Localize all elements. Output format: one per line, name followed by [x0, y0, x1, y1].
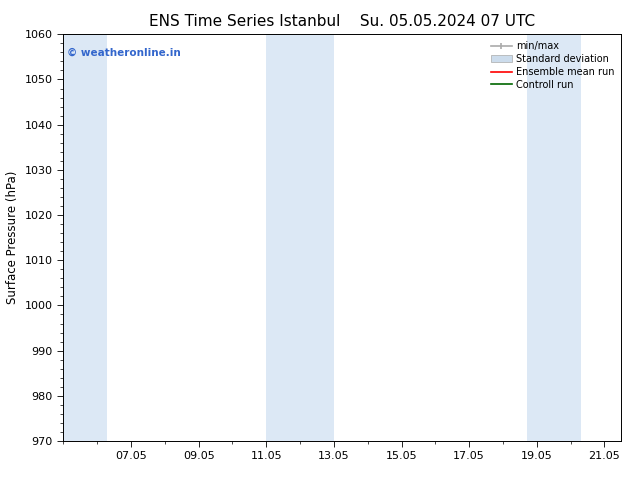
Title: ENS Time Series Istanbul    Su. 05.05.2024 07 UTC: ENS Time Series Istanbul Su. 05.05.2024 …	[149, 14, 536, 29]
Y-axis label: Surface Pressure (hPa): Surface Pressure (hPa)	[6, 171, 19, 304]
Bar	[266, 34, 334, 441]
Bar	[527, 34, 581, 441]
Text: © weatheronline.in: © weatheronline.in	[67, 48, 181, 58]
Legend: min/max, Standard deviation, Ensemble mean run, Controll run: min/max, Standard deviation, Ensemble me…	[489, 39, 616, 92]
Bar	[63, 34, 107, 441]
